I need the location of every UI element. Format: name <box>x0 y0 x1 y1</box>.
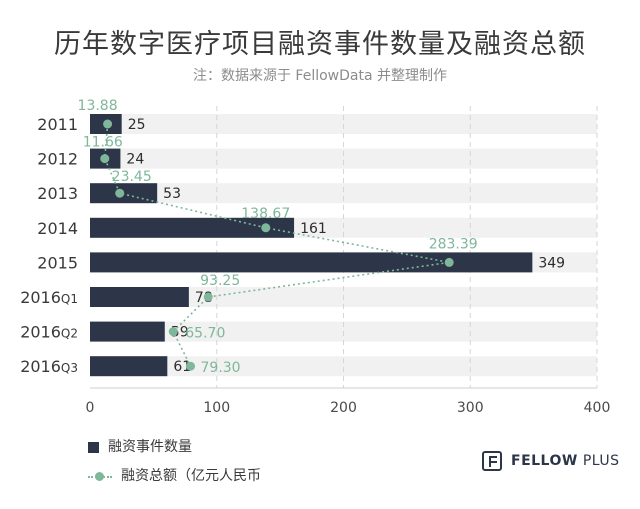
legend-line-entry: 融资总额（亿元人民币 <box>88 465 261 485</box>
bar <box>90 217 295 238</box>
category-label: 2016Q2 <box>20 323 78 342</box>
line-value-label: 65.70 <box>185 326 225 342</box>
line-value-label: 11.66 <box>83 135 123 151</box>
bar-value-label: 53 <box>163 186 181 202</box>
bar <box>90 321 165 342</box>
bar-value-label: 61 <box>173 359 191 375</box>
line-series <box>103 123 450 367</box>
legend-bar-swatch <box>88 441 99 453</box>
legend-bar-label: 融资事件数量 <box>108 439 192 455</box>
x-tick-label: 400 <box>584 400 611 416</box>
line-point <box>115 188 125 198</box>
category-label: 2011 <box>37 115 78 134</box>
category-label: 2016Q3 <box>20 357 78 376</box>
brand-name: FELLOW <box>511 453 578 469</box>
bar <box>90 356 168 377</box>
line-point <box>261 223 271 233</box>
legend-line-swatch <box>88 471 112 482</box>
brand-icon <box>482 451 502 471</box>
line-value-label: 283.39 <box>429 236 478 252</box>
chart-title: 历年数字医疗项目融资事件数量及融资总额 <box>54 29 586 60</box>
bar-value-label: 349 <box>538 255 565 271</box>
category-label: 2015 <box>37 253 78 272</box>
line-value-label: 13.88 <box>78 98 118 114</box>
line-point <box>203 292 213 302</box>
x-tick-label: 0 <box>86 400 95 416</box>
chart-subtitle: 注：数据来源于 FellowData 并整理制作 <box>192 68 448 84</box>
line-value-label: 79.30 <box>201 360 241 376</box>
category-label: 2013 <box>37 184 78 203</box>
x-tick-label: 200 <box>330 400 357 416</box>
category-label: 2014 <box>37 219 78 238</box>
brand-logo: FELLOW PLUS <box>482 448 620 474</box>
line-point <box>186 361 196 371</box>
line-point <box>100 154 110 164</box>
legend-bar-entry: 融资事件数量 <box>88 436 192 456</box>
line-point <box>444 257 454 267</box>
x-tick-label: 100 <box>203 400 230 416</box>
bar <box>90 252 533 273</box>
chart: 0 100 200 300 400 25 2011 24 2012 53 2013 161 2014 34… <box>20 98 611 416</box>
bar-value-label: 25 <box>128 117 146 133</box>
category-label: 2012 <box>37 150 78 169</box>
line-point <box>168 327 178 337</box>
line-value-label: 138.67 <box>241 206 290 222</box>
x-tick-label: 300 <box>457 400 484 416</box>
line-value-label: 23.45 <box>112 169 152 185</box>
line-value-label: 93.25 <box>200 273 240 289</box>
bar-value-label: 24 <box>126 152 144 168</box>
bar <box>90 287 189 307</box>
category-label: 2016Q1 <box>20 288 78 307</box>
brand-suffix: PLUS <box>582 453 620 469</box>
legend-line-label: 融资总额（亿元人民币 <box>121 468 261 484</box>
bar-value-label: 161 <box>300 221 327 237</box>
line-point <box>103 119 113 129</box>
